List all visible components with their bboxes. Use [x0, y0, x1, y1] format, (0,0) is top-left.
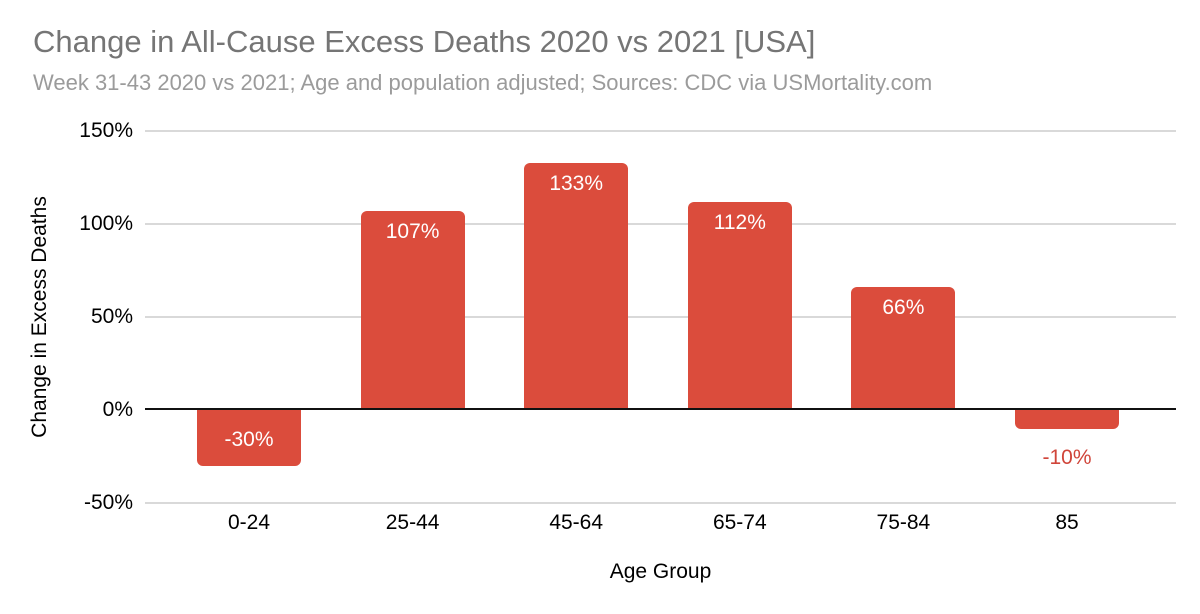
y-tick-label: 150% — [79, 119, 133, 142]
bar-65-74 — [687, 201, 792, 410]
gridline--50% — [145, 502, 1176, 504]
bar-value-label: -30% — [224, 427, 274, 451]
bar-value-label: 133% — [549, 171, 604, 195]
gridline-150% — [145, 130, 1176, 132]
bar-25-44 — [360, 210, 465, 410]
bar-value-label: 66% — [882, 296, 925, 320]
x-axis-title: Age Group — [609, 560, 712, 583]
x-tick-label: 65-74 — [712, 511, 767, 534]
x-axis-line — [145, 408, 1176, 410]
bar-value-label: 107% — [385, 219, 440, 243]
bar-45-64 — [524, 162, 629, 410]
chart-title: Change in All-Cause Excess Deaths 2020 v… — [33, 24, 816, 59]
bar-value-label: -10% — [1042, 445, 1092, 469]
y-tick-label: -50% — [83, 491, 133, 514]
plot-area: -30% 107% 133% 112% 66% -10% — [145, 130, 1176, 504]
y-tick-label: 100% — [79, 212, 133, 235]
y-tick-label: 0% — [102, 398, 133, 421]
y-tick-label: 50% — [90, 305, 133, 328]
gridline-100% — [145, 223, 1176, 225]
x-tick-label: 0-24 — [227, 511, 271, 534]
bar-0-24 — [197, 410, 301, 466]
bar-value-label: 112% — [713, 210, 766, 234]
bar-75-84 — [851, 287, 956, 410]
gridline-50% — [145, 316, 1176, 318]
x-tick-label: 85 — [1055, 511, 1079, 534]
bar-85 — [1015, 410, 1119, 429]
x-tick-label: 25-44 — [385, 511, 440, 534]
chart-subtitle: Week 31-43 2020 vs 2021; Age and populat… — [33, 70, 933, 95]
x-tick-label: 45-64 — [549, 511, 604, 534]
x-tick-label: 75-84 — [876, 511, 931, 534]
